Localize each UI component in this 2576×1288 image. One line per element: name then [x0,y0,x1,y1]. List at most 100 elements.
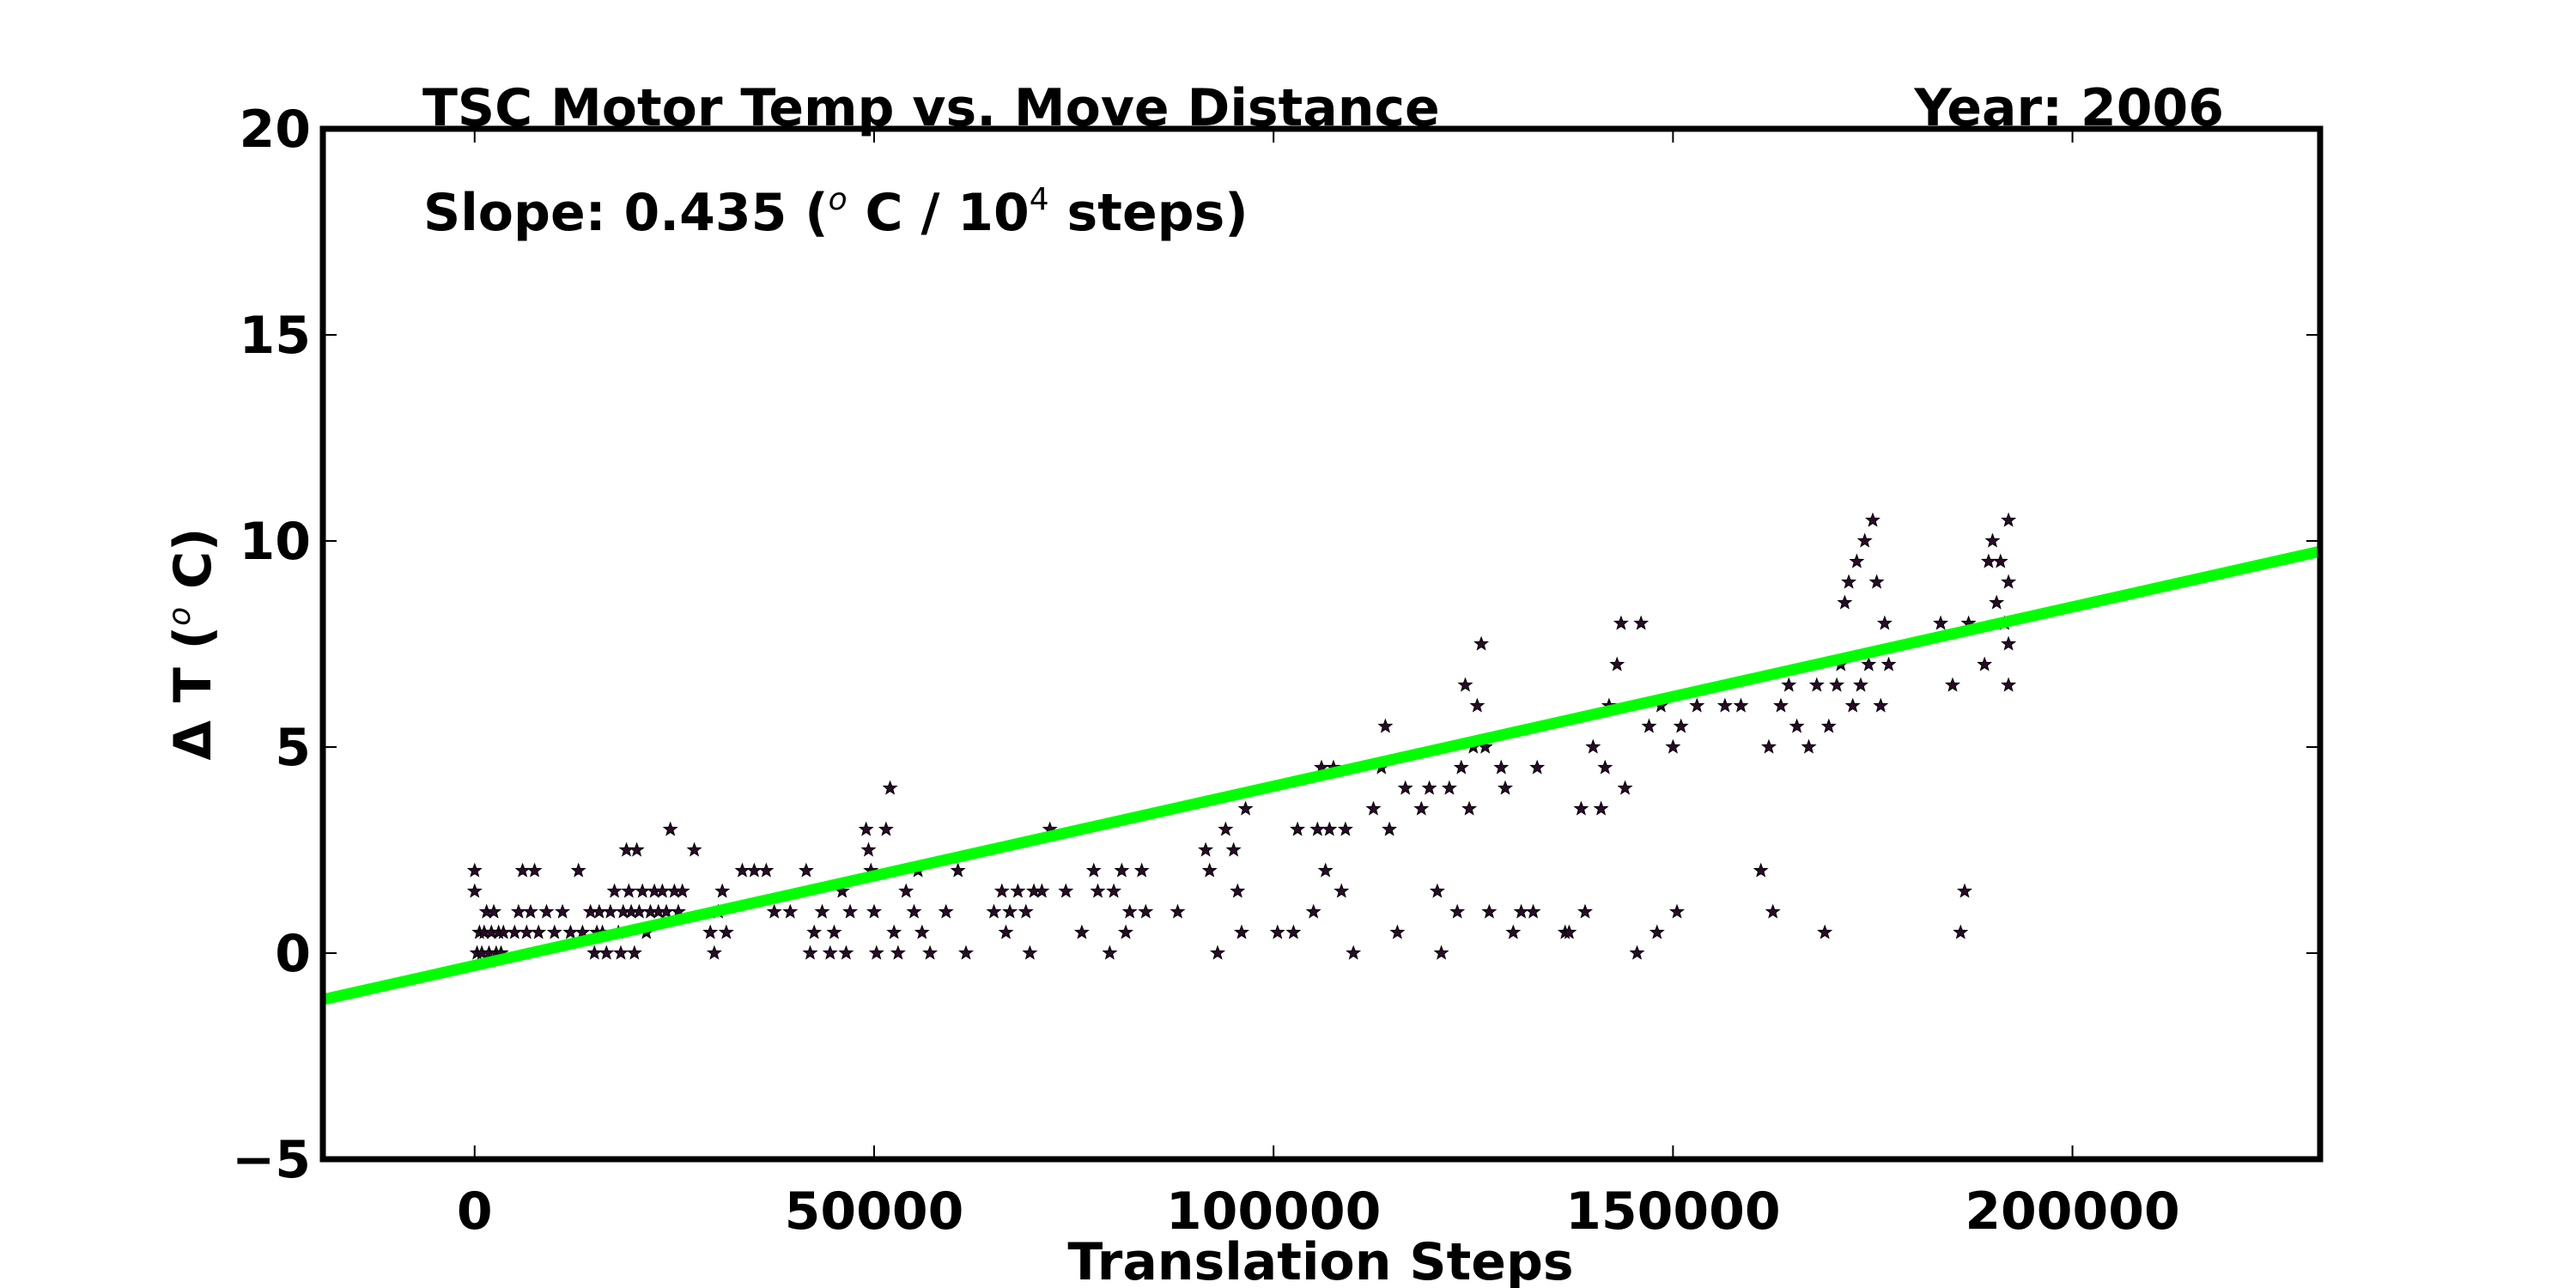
data-point [1337,821,1353,836]
data-point [1844,697,1861,713]
data-point [1285,924,1302,939]
data-point [570,862,586,878]
data-point [1597,759,1613,775]
data-point [1218,821,1234,836]
data-point [1382,821,1398,836]
data-point [1269,924,1285,939]
data-point [1861,656,1877,671]
data-point [1058,883,1074,898]
data-point [1808,677,1825,692]
data-point [822,945,838,960]
data-point [1876,615,1893,630]
data-point [878,821,894,836]
data-point [1305,903,1321,919]
data-point [1853,677,1868,692]
data-point [714,883,731,898]
x-tick-label: 150000 [1565,1182,1781,1242]
data-point [1210,945,1226,960]
data-point [538,903,555,919]
data-point [802,945,818,960]
data-point [1849,553,1865,568]
data-point [1837,594,1853,610]
data-point [1469,697,1485,713]
data-point [1856,532,1873,548]
data-point [606,883,623,898]
data-point [1118,924,1134,939]
data-point [1957,883,1972,898]
data-point [886,924,902,939]
data-point [2001,574,2017,589]
data-point [890,945,906,960]
data-point [466,883,483,898]
data-point [1234,924,1249,939]
data-point [1002,903,1018,919]
data-point [1629,945,1645,960]
data-point [1018,903,1034,919]
data-point [718,924,734,939]
data-point [1133,862,1150,878]
slope-sup-4: 4 [1030,182,1049,217]
data-point [1873,697,1889,713]
data-point [766,903,782,919]
data-point [1953,924,1969,939]
data-point [950,862,966,878]
data-point [842,903,859,919]
data-point [1102,945,1118,960]
year-label: Year: 2006 [1913,78,2224,138]
data-point [1529,759,1546,775]
data-point [1585,738,1601,754]
data-point [1673,718,1689,733]
data-point [866,903,882,919]
data-point [1453,759,1469,775]
data-point [998,924,1014,939]
data-point [814,903,830,919]
data-point [555,903,571,919]
data-point [868,945,884,960]
slope-prefix: Slope: 0.435 ( [423,183,829,243]
data-point [1010,883,1026,898]
data-point [702,924,719,939]
data-point [486,903,502,919]
data-point [860,841,877,857]
data-point [1138,903,1154,919]
data-point [1880,656,1897,671]
data-point [1984,532,2001,548]
data-point [1649,924,1665,939]
data-point [958,945,974,960]
data-point [1781,677,1797,692]
data-point [526,862,543,878]
data-point [1461,800,1478,816]
data-point [1377,718,1394,733]
plot-area [323,512,2320,1005]
data-point [858,821,874,836]
y-tick-label: 0 [275,924,311,984]
data-point [686,841,702,857]
data-point [1397,780,1413,795]
data-point [1505,924,1522,939]
data-point [1613,615,1629,630]
data-point [1389,924,1406,939]
ylabel-suffix: C) [163,528,223,607]
x-tick-label: 200000 [1965,1182,2180,1242]
data-point [1457,677,1473,692]
slope-mid: C / 10 [848,183,1030,243]
data-point [598,945,615,960]
data-point [806,924,823,939]
data-point [629,841,645,857]
data-point [2001,512,2017,527]
data-point [1346,945,1362,960]
data-point [1198,841,1214,857]
data-point [1237,800,1254,816]
data-point [986,903,1002,919]
data-point [1525,903,1541,919]
data-point [1945,677,1960,692]
data-point [674,883,690,898]
data-point [1433,945,1449,960]
data-point [1365,800,1382,816]
data-point [546,924,562,939]
data-point [1617,780,1633,795]
data-point [1989,594,2005,610]
y-tick-label: 5 [275,718,311,778]
data-point [1789,718,1805,733]
axis-ticks: 0 50000 100000 150000 200000 −5 0 5 10 15 20 [232,100,2320,1242]
